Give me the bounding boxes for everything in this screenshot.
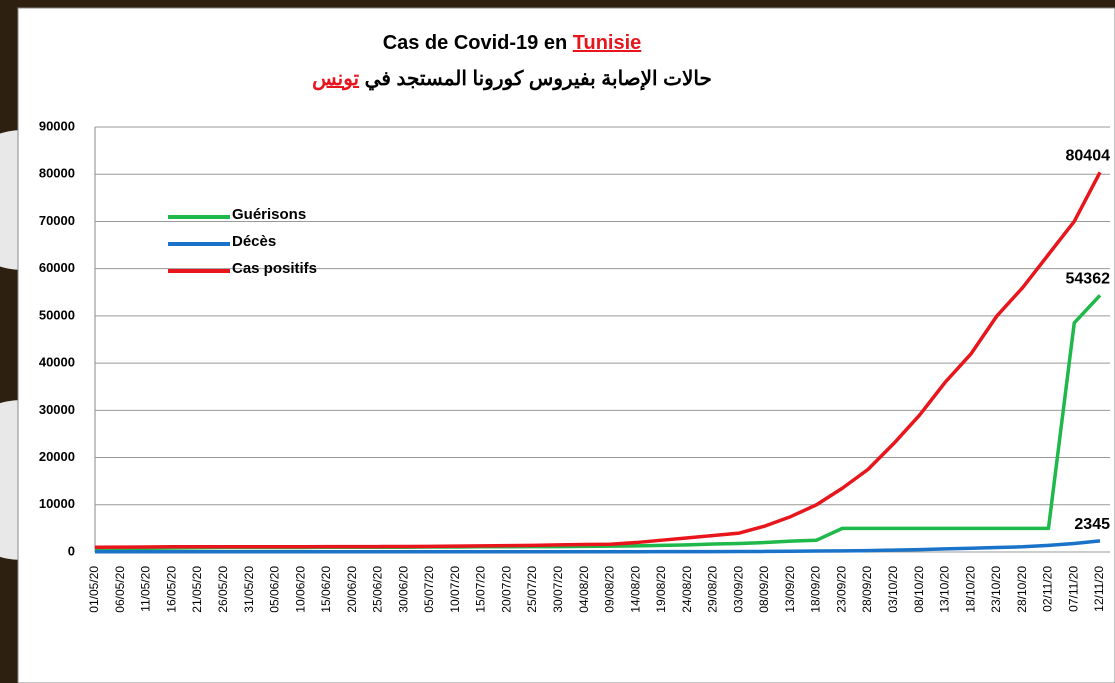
x-tick-label: 15/07/20 (474, 566, 488, 613)
chart-panel (17, 7, 1115, 683)
x-tick-label: 10/06/20 (293, 566, 307, 613)
x-tick-label: 28/09/20 (860, 566, 874, 613)
title-highlight: Tunisie (573, 32, 642, 54)
data-label: 2345 (1074, 516, 1110, 533)
x-tick-label: 05/07/20 (422, 566, 436, 613)
x-tick-label: 18/10/20 (963, 566, 977, 613)
y-tick-label: 80000 (39, 166, 75, 181)
data-label: 54362 (1066, 271, 1111, 288)
x-tick-label: 09/08/20 (603, 566, 617, 613)
x-tick-label: 02/11/20 (1041, 566, 1055, 612)
x-tick-label: 25/07/20 (525, 566, 539, 613)
x-tick-label: 10/07/20 (448, 566, 462, 613)
chart-title: Cas de Covid-19 en Tunisie (383, 32, 642, 54)
x-tick-label: 23/10/20 (989, 566, 1003, 613)
x-tick-label: 30/06/20 (396, 566, 410, 613)
legend-label: Guérisons (232, 206, 306, 223)
x-tick-label: 06/05/20 (113, 566, 127, 613)
x-tick-label: 11/05/20 (139, 566, 153, 612)
x-tick-label: 14/08/20 (628, 566, 642, 613)
y-tick-label: 50000 (39, 307, 75, 322)
subtitle-text: حالات الإصابة بفيروس كورونا المستجد في (365, 68, 712, 91)
x-tick-label: 13/09/20 (783, 566, 797, 613)
y-tick-label: 90000 (39, 118, 75, 133)
y-tick-label: 20000 (39, 449, 75, 464)
y-tick-label: 60000 (39, 260, 75, 275)
x-tick-label: 21/05/20 (190, 566, 204, 613)
x-tick-label: 30/07/20 (551, 566, 565, 613)
x-tick-label: 26/05/20 (216, 566, 230, 613)
x-tick-label: 03/10/20 (886, 566, 900, 613)
x-tick-label: 20/06/20 (345, 566, 359, 613)
x-tick-label: 05/06/20 (268, 566, 282, 613)
data-label: 80404 (1066, 148, 1111, 165)
y-tick-label: 0 (68, 543, 75, 558)
y-tick-label: 40000 (39, 355, 75, 370)
legend-label: Décès (232, 233, 276, 250)
x-tick-label: 23/09/20 (834, 566, 848, 613)
x-tick-label: 16/05/20 (164, 566, 178, 613)
x-tick-label: 19/08/20 (654, 566, 668, 613)
x-tick-label: 28/10/20 (1015, 566, 1029, 613)
x-tick-label: 12/11/20 (1092, 566, 1106, 612)
x-tick-label: 13/10/20 (938, 566, 952, 613)
x-tick-label: 07/11/20 (1066, 566, 1080, 612)
x-tick-label: 01/05/20 (87, 566, 101, 613)
x-tick-label: 25/06/20 (371, 566, 385, 613)
subtitle-highlight: تونس (312, 68, 359, 91)
x-tick-label: 24/08/20 (680, 566, 694, 613)
x-tick-label: 20/07/20 (499, 566, 513, 613)
x-tick-label: 04/08/20 (577, 566, 591, 613)
y-tick-label: 10000 (39, 496, 75, 511)
x-tick-label: 29/08/20 (706, 566, 720, 613)
chart-subtitle: حالات الإصابة بفيروس كورونا المستجد في ت… (312, 68, 712, 91)
x-tick-label: 08/09/20 (757, 566, 771, 613)
data-line (94, 539, 1101, 554)
x-tick-label: 15/06/20 (319, 566, 333, 613)
y-tick-label: 70000 (39, 213, 75, 228)
x-tick-label: 31/05/20 (242, 566, 256, 613)
y-tick-label: 30000 (39, 402, 75, 417)
title-text: Cas de Covid-19 en (383, 32, 568, 54)
x-tick-label: 18/09/20 (809, 566, 823, 613)
x-tick-label: 03/09/20 (731, 566, 745, 613)
data-line (94, 171, 1102, 550)
legend-label: Cas positifs (232, 260, 317, 277)
x-tick-label: 08/10/20 (912, 566, 926, 613)
